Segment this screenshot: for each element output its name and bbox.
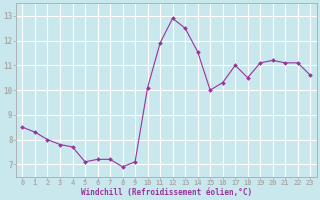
X-axis label: Windchill (Refroidissement éolien,°C): Windchill (Refroidissement éolien,°C) — [81, 188, 252, 197]
